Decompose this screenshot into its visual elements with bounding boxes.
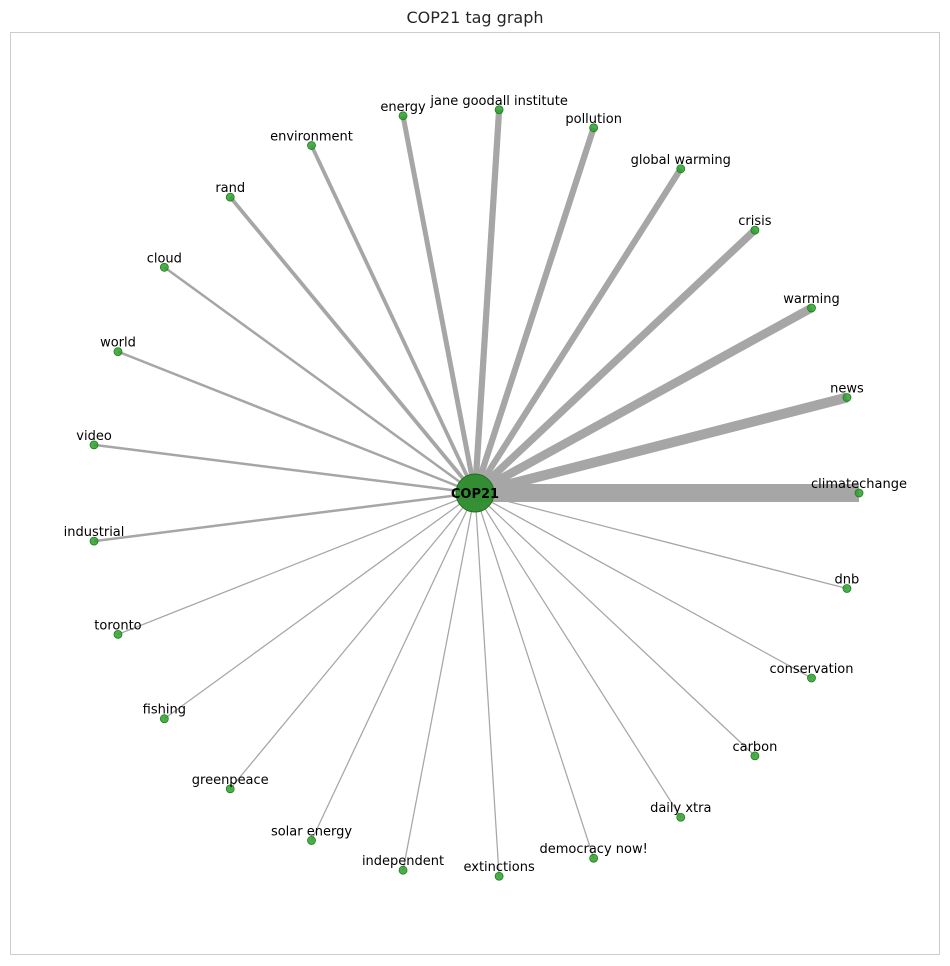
edge-news [473, 392, 849, 498]
edge-energy [400, 115, 478, 494]
node-jane-goodall-institute [494, 105, 504, 115]
node-label-crisis: crisis [738, 214, 771, 229]
edge-toronto [117, 492, 476, 635]
node-label-toronto: toronto [94, 618, 141, 633]
node-crisis [750, 225, 760, 235]
edge-global-warming [472, 167, 684, 495]
edge-layer [93, 109, 859, 877]
edge-pollution [472, 126, 597, 494]
node-label-industrial: industrial [64, 525, 125, 540]
node-greenpeace [225, 784, 235, 794]
edge-carbon [474, 492, 756, 757]
node-layer [89, 105, 864, 881]
edge-daily-xtra [474, 492, 682, 818]
node-energy [398, 111, 408, 121]
node-pollution [589, 123, 599, 133]
node-extinctions [494, 871, 504, 881]
edge-conservation [474, 492, 812, 679]
edge-jane-goodall-institute [471, 109, 503, 494]
edge-rand [228, 195, 477, 495]
node-daily-xtra [676, 812, 686, 822]
node-center [455, 473, 495, 513]
edge-solar-energy [310, 492, 476, 841]
node-label-jane-goodall-institute: jane goodall institute [429, 94, 567, 109]
node-cloud [159, 262, 169, 272]
edge-extinctions [474, 492, 500, 877]
node-label-carbon: carbon [732, 740, 777, 755]
node-label-global-warming: global warming [631, 153, 731, 168]
node-label-pollution: pollution [565, 112, 622, 127]
node-label-democracy-now: democracy now! [539, 842, 647, 857]
node-label-extinctions: extinctions [463, 860, 534, 875]
node-solar-energy [307, 836, 316, 845]
edge-fishing [163, 492, 476, 720]
node-label-climatechange: climatechange [811, 477, 907, 492]
edge-cloud [163, 266, 476, 495]
edge-democracy-now [474, 492, 595, 859]
node-label-solar-energy: solar energy [271, 824, 352, 839]
node-video [89, 440, 99, 450]
node-label-warming: warming [783, 292, 839, 307]
node-label-news: news [830, 382, 864, 397]
node-label-daily-xtra: daily xtra [650, 801, 711, 816]
node-label-cloud: cloud [147, 251, 182, 266]
node-label-independent: independent [362, 854, 444, 869]
node-label-center: COP21 [451, 487, 499, 502]
node-label-energy: energy [380, 100, 426, 115]
edge-crisis [472, 227, 758, 496]
edge-dnb [474, 492, 848, 590]
node-news [842, 393, 852, 402]
node-label-fishing: fishing [143, 703, 186, 718]
node-label-greenpeace: greenpeace [192, 773, 269, 788]
node-industrial [89, 536, 99, 546]
node-carbon [750, 751, 760, 761]
edge-greenpeace [229, 492, 476, 790]
node-label-rand: rand [215, 181, 245, 196]
plot-frame [10, 32, 940, 955]
node-climatechange [854, 488, 864, 498]
node-rand [225, 192, 235, 202]
node-fishing [159, 714, 169, 724]
node-democracy-now [589, 853, 599, 863]
label-layer: climatechange news warming crisis global war… [64, 94, 907, 875]
node-toronto [113, 629, 123, 639]
node-label-video: video [76, 429, 112, 444]
edge-world [117, 350, 476, 495]
edge-warming [472, 304, 814, 497]
graph-title: COP21 tag graph [406, 8, 544, 27]
node-environment [307, 141, 316, 150]
node-label-dnb: dnb [835, 572, 860, 587]
node-global-warming [676, 164, 686, 174]
node-conservation [807, 673, 816, 683]
edge-independent [402, 492, 476, 871]
edge-industrial [93, 491, 476, 543]
node-warming [807, 303, 816, 313]
node-label-environment: environment [270, 130, 353, 145]
node-world [113, 347, 123, 357]
node-dnb [842, 584, 852, 593]
node-label-world: world [100, 336, 136, 351]
edge-video [93, 443, 476, 495]
node-label-conservation: conservation [769, 662, 853, 677]
edge-environment [309, 144, 477, 494]
node-independent [398, 865, 408, 875]
